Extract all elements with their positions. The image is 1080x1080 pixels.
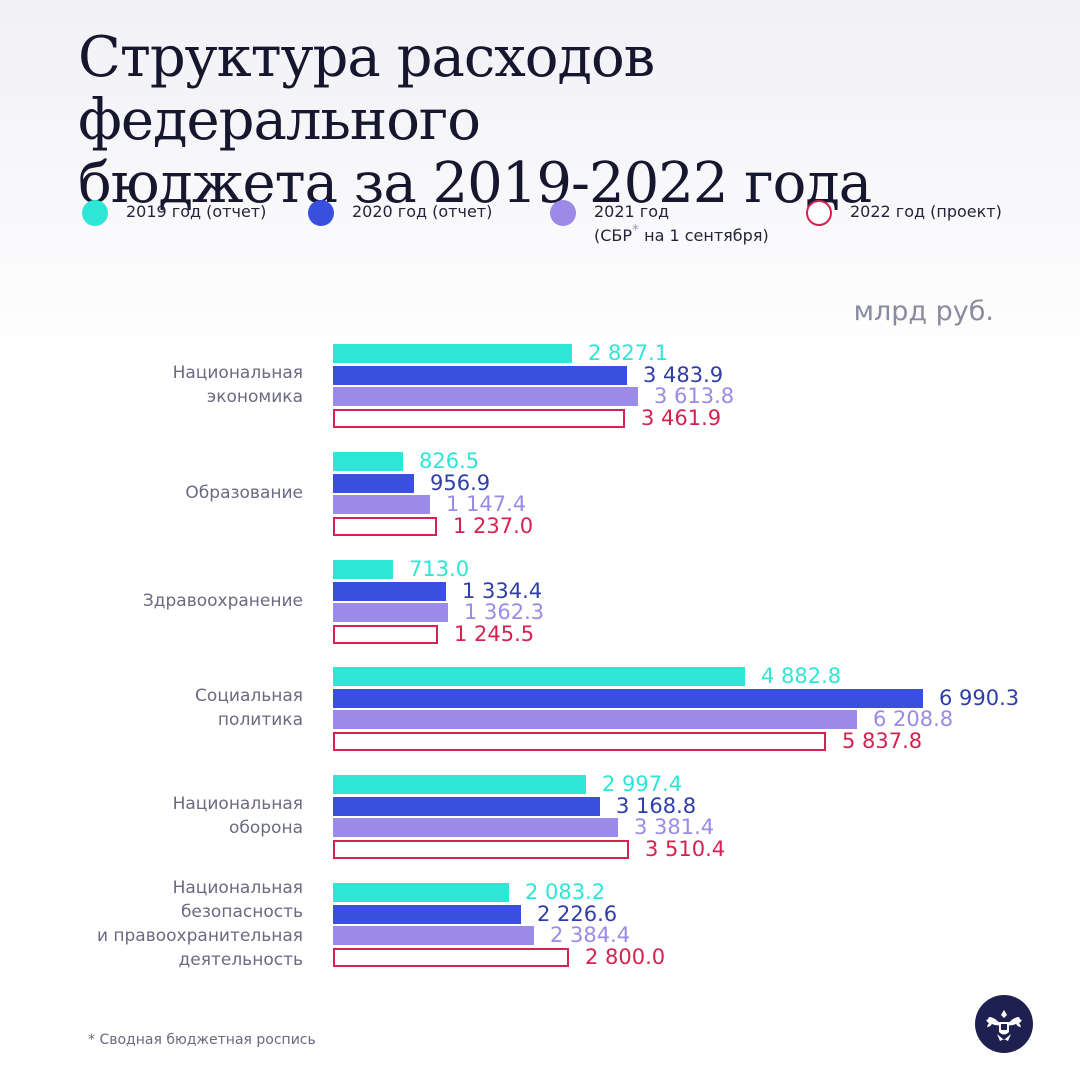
category-label-line: Социальная — [195, 686, 303, 706]
category-label-line: политика — [217, 710, 303, 730]
bar-2020 — [333, 689, 923, 708]
category-label-line: Здравоохранение — [142, 591, 303, 611]
bar-2020 — [333, 582, 446, 601]
bar-2019 — [333, 883, 509, 902]
value-label-2021: 6 208.8 — [873, 707, 954, 731]
footnote: * Сводная бюджетная роспись — [88, 1032, 316, 1048]
chart-title: Структура расходов федерального бюджета … — [78, 26, 1038, 215]
value-label-2019: 4 882.8 — [761, 664, 842, 688]
emblem-logo-icon — [975, 995, 1033, 1053]
bar-2019 — [333, 344, 572, 363]
category-label: Национальная безопасность и правоохранител… — [43, 876, 303, 972]
category-label: Здравоохранение — [43, 589, 303, 613]
legend-label-2021: 2021 год (СБР* на 1 сентября) — [594, 200, 769, 248]
bar-2022 — [333, 840, 629, 859]
value-label-2022: 3 510.4 — [645, 837, 726, 861]
value-label-2022: 3 461.9 — [641, 406, 722, 430]
value-label-2020: 1 334.4 — [462, 579, 543, 603]
value-label-2020: 2 226.6 — [537, 902, 618, 926]
legend-swatch-2019 — [82, 200, 108, 226]
bar-2021 — [333, 710, 857, 729]
value-label-2020: 3 168.8 — [616, 794, 697, 818]
value-label-2019: 826.5 — [419, 449, 480, 473]
value-label-2022: 2 800.0 — [585, 945, 666, 969]
category-label: Национальная экономика — [43, 361, 303, 409]
legend-label-2020: 2020 год (отчет) — [352, 202, 493, 221]
eagle-icon — [986, 1010, 1022, 1041]
category-label-line: Национальная — [172, 878, 303, 898]
bar-2021 — [333, 495, 430, 514]
category-label-line: Национальная — [172, 363, 303, 383]
value-label-2022: 5 837.8 — [842, 729, 923, 753]
value-label-2021: 3 613.8 — [654, 384, 735, 408]
bar-2021 — [333, 387, 638, 406]
value-label-2020: 3 483.9 — [643, 363, 724, 387]
category-label-line: Национальная — [172, 794, 303, 814]
legend-label-2021-line2: (СБР* на 1 сентября) — [594, 222, 769, 245]
category-label: Национальная оборона — [43, 792, 303, 840]
value-label-2021: 3 381.4 — [634, 815, 715, 839]
value-label-2019: 2 997.4 — [602, 772, 683, 796]
footnote-marker: * — [632, 222, 640, 239]
bar-2021 — [333, 926, 534, 945]
value-label-2019: 2 083.2 — [525, 880, 606, 904]
category-label-line: и правоохранительная — [96, 926, 303, 946]
legend-label-2022: 2022 год (проект) — [850, 202, 1002, 221]
bar-2022 — [333, 625, 438, 644]
value-label-2022: 1 245.5 — [454, 622, 535, 646]
legend-swatch-2020 — [308, 200, 334, 226]
bar-2020 — [333, 366, 627, 385]
unit-label: млрд руб. — [853, 296, 994, 327]
bar-2019 — [333, 667, 745, 686]
value-label-2021: 1 147.4 — [446, 492, 527, 516]
value-label-2022: 1 237.0 — [453, 514, 534, 538]
legend-swatch-2022 — [806, 200, 832, 226]
value-label-2020: 956.9 — [430, 471, 491, 495]
value-label-2021: 1 362.3 — [464, 600, 545, 624]
bar-2022 — [333, 409, 625, 428]
value-label-2020: 6 990.3 — [939, 686, 1020, 710]
category-label: Социальная политика — [43, 684, 303, 732]
bar-2021 — [333, 603, 448, 622]
category-label: Образование — [43, 481, 303, 505]
category-label-line: оборона — [228, 818, 303, 838]
bar-2022 — [333, 948, 569, 967]
title-line-1: Структура расходов федерального — [78, 25, 655, 153]
legend-swatch-2021 — [550, 200, 576, 226]
category-label-line: деятельность — [178, 950, 303, 970]
category-label-line: экономика — [206, 387, 303, 407]
bar-2020 — [333, 797, 600, 816]
bar-2020 — [333, 474, 414, 493]
legend-label-2021-line1: 2021 год — [594, 202, 670, 221]
bar-2020 — [333, 905, 521, 924]
legend-label-2019: 2019 год (отчет) — [126, 202, 267, 221]
bar-2022 — [333, 732, 826, 751]
value-label-2019: 713.0 — [409, 557, 470, 581]
bar-2021 — [333, 818, 618, 837]
title-line-2: бюджета за 2019-2022 года — [78, 151, 872, 216]
bar-2022 — [333, 517, 437, 536]
bar-2019 — [333, 560, 393, 579]
value-label-2021: 2 384.4 — [550, 923, 631, 947]
value-label-2019: 2 827.1 — [588, 341, 669, 365]
category-label-line: Образование — [185, 483, 303, 503]
bar-2019 — [333, 775, 586, 794]
bar-2019 — [333, 452, 403, 471]
category-label-line: безопасность — [180, 902, 303, 922]
